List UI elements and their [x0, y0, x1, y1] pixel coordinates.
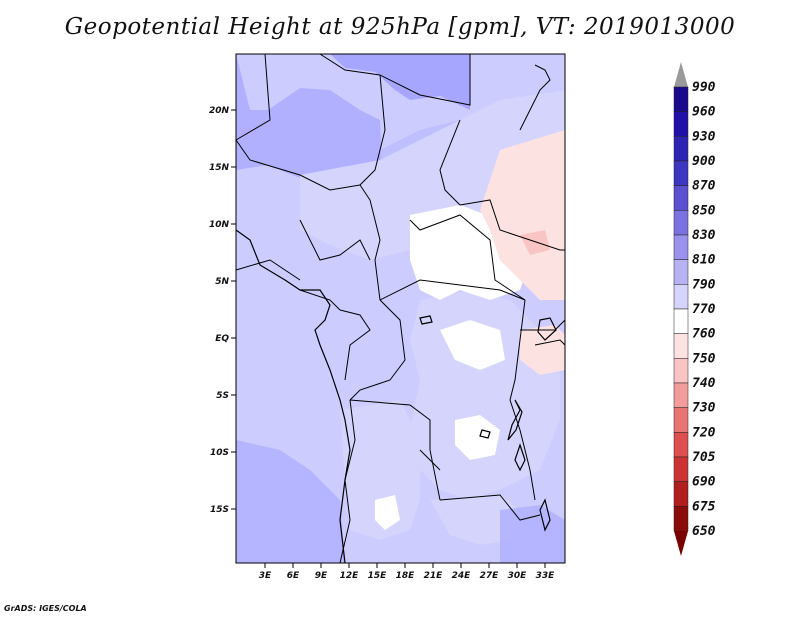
field-region-760-katanga: [455, 415, 500, 460]
colorbar-box: [673, 210, 689, 236]
colorbar-level-label: 690: [692, 475, 716, 490]
lon-label-9e: 9E: [315, 571, 328, 581]
colorbar-level-label: 830: [692, 228, 716, 243]
field-region-760-congo: [440, 320, 505, 370]
colorbar-level-label: 770: [692, 302, 716, 317]
colorbar-box: [673, 308, 689, 334]
colorbar-level-label: 740: [692, 376, 716, 391]
colorbar-level-label: 850: [692, 203, 716, 218]
map-border: [235, 53, 566, 564]
map-panel: [235, 53, 566, 564]
field-region-dark-north: [236, 54, 470, 110]
lat-label-15s: 15S: [210, 505, 229, 515]
colorbar-top-arrow: [674, 62, 688, 87]
lat-label-5s: 5S: [216, 391, 229, 401]
colorbar-level-label: 930: [692, 129, 716, 144]
field-region-760-south: [375, 495, 400, 530]
lon-label-18e: 18E: [396, 571, 416, 581]
colorbar-level-label: 900: [692, 154, 716, 169]
colorbar-box: [673, 284, 689, 310]
field-region-dark-southwest: [236, 440, 345, 563]
lat-label-10s: 10S: [210, 448, 229, 458]
colorbar-box: [673, 111, 689, 137]
lon-label-24e: 24E: [452, 571, 472, 581]
colorbar-box: [673, 456, 689, 482]
field-region-750-sudan: [480, 130, 565, 300]
colorbar-bottom-arrow: [674, 531, 688, 556]
longitude-axis: 3E 6E 9E 12E 15E 18E 21E 24E 27E 30E 33E: [259, 563, 555, 581]
west-coastline: [235, 229, 351, 564]
colorbar-box: [673, 506, 689, 532]
lon-label-3e: 3E: [259, 571, 272, 581]
colorbar-box: [673, 160, 689, 186]
colorbar-level-label: 705: [692, 450, 716, 465]
lon-label-12e: 12E: [340, 571, 360, 581]
colorbar-level-label: 760: [692, 327, 716, 342]
field-region-750-lakes: [520, 325, 565, 375]
lon-label-15e: 15E: [368, 571, 388, 581]
lon-label-33e: 33E: [536, 571, 556, 581]
field-region-770-zambia: [430, 495, 520, 545]
colorbar-level-label: 810: [692, 253, 716, 268]
field-region-dark-southeast: [500, 505, 565, 563]
country-boundaries: [235, 53, 566, 564]
colorbar-box: [673, 407, 689, 433]
lon-label-27e: 27E: [480, 571, 500, 581]
colorbar-box: [673, 234, 689, 260]
colorbar-box: [673, 382, 689, 408]
colorbar-labels: 990 960 930 900 870 850 830 810 790 770 760 750 740 7…: [692, 80, 716, 539]
colorbar-box: [673, 481, 689, 507]
lat-label-15n: 15N: [209, 163, 230, 173]
lon-label-30e: 30E: [508, 571, 528, 581]
lat-label-5n: 5N: [215, 277, 229, 287]
field-region-sahel: [236, 54, 382, 192]
colorbar-level-label: 990: [692, 80, 716, 95]
colorbar-box: [673, 432, 689, 458]
colorbar-box: [673, 259, 689, 285]
lat-label-eq: EQ: [215, 334, 229, 344]
red-sea-coast: [519, 64, 551, 131]
colorbar-level-label: 960: [692, 105, 716, 120]
colorbar-level-label: 790: [692, 277, 716, 292]
field-region-770-north: [300, 90, 565, 260]
lat-label-10n: 10N: [209, 220, 230, 230]
colorbar-level-label: 720: [692, 425, 716, 440]
colorbar-level-label: 650: [692, 524, 716, 539]
field-region-770-angola: [340, 400, 420, 540]
colorbar-level-label: 750: [692, 351, 716, 366]
colorbar-box: [673, 136, 689, 162]
lon-label-21e: 21E: [424, 571, 444, 581]
grads-credit: GrADS: IGES/COLA: [4, 604, 87, 613]
colorbar-box: [673, 333, 689, 359]
colorbar-level-label: 675: [692, 499, 716, 514]
colorbar: 990 960 930 900 870 850 830 810 790 770 760 750 740 7…: [673, 62, 716, 556]
lakes: [419, 315, 557, 532]
colorbar-box: [673, 86, 689, 112]
lon-label-6e: 6E: [287, 571, 300, 581]
latitude-axis: 20N 15N 10N 5N EQ 5S 10S 15S: [209, 106, 236, 515]
colorbar-box: [673, 185, 689, 211]
lat-label-20n: 20N: [209, 106, 230, 116]
field-region-740-patch: [520, 230, 550, 255]
colorbar-box: [673, 358, 689, 384]
chart-title: Geopotential Height at 925hPa [gpm], VT:…: [64, 14, 736, 40]
colorbar-level-label: 870: [692, 179, 716, 194]
colorbar-level-label: 730: [692, 401, 716, 416]
colorbar-boxes: [673, 86, 689, 532]
